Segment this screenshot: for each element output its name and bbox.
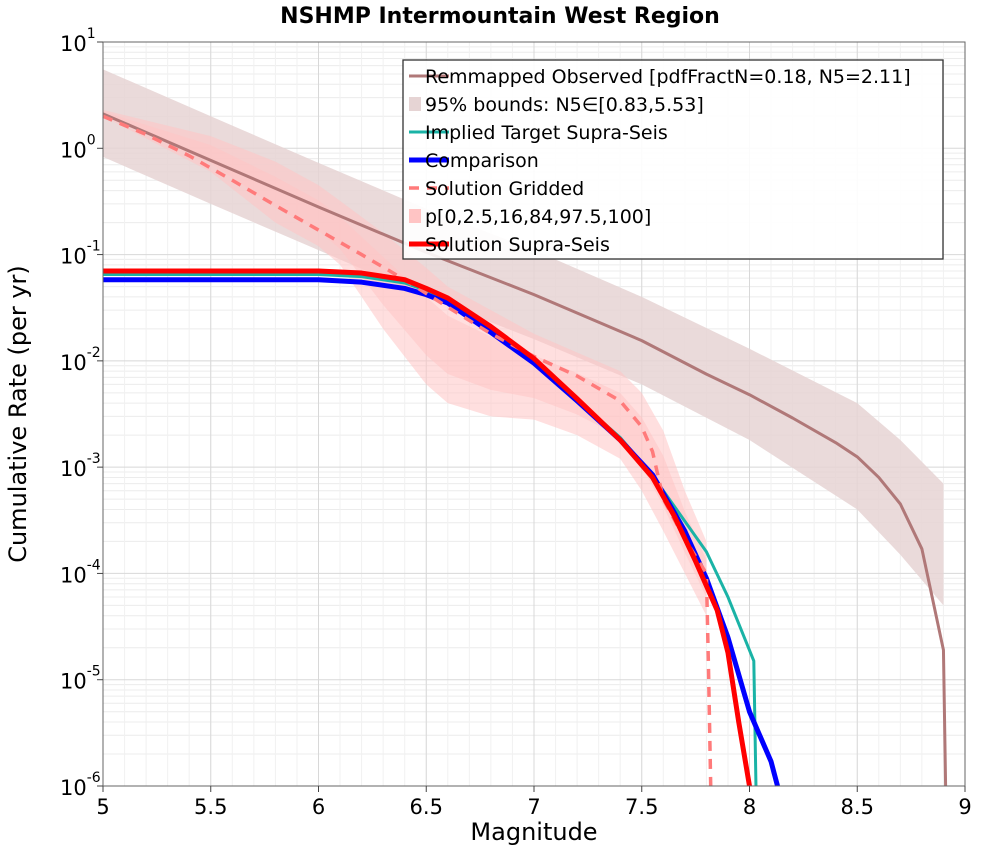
- x-tick-label: 5: [96, 795, 109, 819]
- y-tick-label: 10-2: [60, 345, 101, 375]
- legend: Remmapped Observed [pdfFractN=0.18, N5=2…: [402, 59, 944, 260]
- x-axis-label: Magnitude: [470, 818, 597, 846]
- percentile-band-outer: [103, 109, 707, 616]
- legend-label: Solution Gridded: [425, 178, 584, 200]
- x-tick-label: 8.5: [841, 795, 874, 819]
- chart-title: NSHMP Intermountain West Region: [280, 4, 720, 29]
- legend-label: Solution Supra-Seis: [425, 234, 610, 256]
- observed-line: [102, 112, 948, 787]
- y-axis-ticks: 10-6 10-5 10-4 10-3 10-2 10-1 100 101: [60, 26, 103, 800]
- legend-label: Implied Target Supra-Seis: [425, 122, 668, 144]
- y-tick-label: 100: [60, 132, 96, 162]
- x-tick-label: 6.5: [410, 795, 443, 819]
- legend-box: [402, 59, 944, 260]
- legend-label: Comparison: [425, 150, 539, 172]
- x-tick-label: 7.5: [625, 795, 658, 819]
- solution-supra-seis-line: [103, 268, 752, 787]
- y-tick-label: 10-1: [60, 239, 101, 269]
- legend-swatch: [409, 209, 421, 223]
- x-tick-label: 7: [527, 795, 540, 819]
- legend-label: 95% bounds: N5∈[0.83,5.53]: [425, 94, 704, 116]
- x-axis-ticks: 5 5.5 6 6.5 7 7.5 8 8.5 9: [96, 786, 972, 819]
- legend-label: Remmapped Observed [pdfFractN=0.18, N5=2…: [425, 66, 911, 88]
- y-tick-label: 10-6: [60, 770, 101, 800]
- legend-swatch: [409, 97, 421, 111]
- legend-label: p[0,2.5,16,84,97.5,100]: [425, 206, 651, 228]
- x-tick-label: 9: [958, 795, 971, 819]
- x-tick-label: 8: [743, 795, 756, 819]
- x-tick-label: 6: [312, 795, 325, 819]
- y-tick-label: 10-5: [60, 664, 101, 694]
- x-tick-label: 5.5: [194, 795, 227, 819]
- series-lines: [102, 112, 948, 787]
- y-tick-label: 10-3: [60, 451, 101, 481]
- y-axis-label: Cumulative Rate (per yr): [4, 265, 32, 563]
- y-tick-label: 10-4: [60, 557, 101, 587]
- y-tick-label: 101: [60, 26, 96, 56]
